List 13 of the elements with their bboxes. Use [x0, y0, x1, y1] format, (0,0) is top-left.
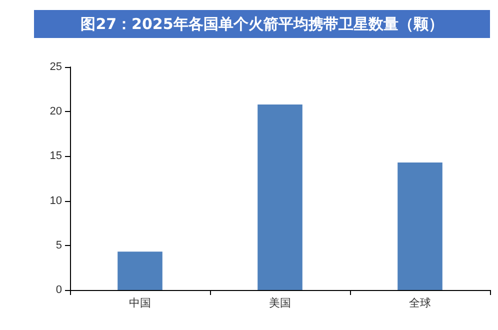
x-tick-label: 全球 — [409, 296, 431, 310]
y-tick-label: 0 — [56, 284, 62, 296]
y-tick-label: 15 — [50, 150, 62, 162]
y-tick-label: 20 — [50, 106, 62, 118]
chart-title: 图27：2025年各国单个火箭平均携带卫星数量（颗） — [34, 10, 490, 38]
x-tick-label: 中国 — [129, 296, 151, 310]
y-tick-label: 5 — [56, 239, 62, 252]
y-tick-label: 10 — [50, 194, 62, 207]
y-tick-label: 25 — [50, 61, 62, 73]
bar — [258, 104, 302, 290]
bar — [118, 252, 162, 290]
bar — [398, 162, 442, 290]
x-tick-label: 美国 — [269, 296, 291, 310]
